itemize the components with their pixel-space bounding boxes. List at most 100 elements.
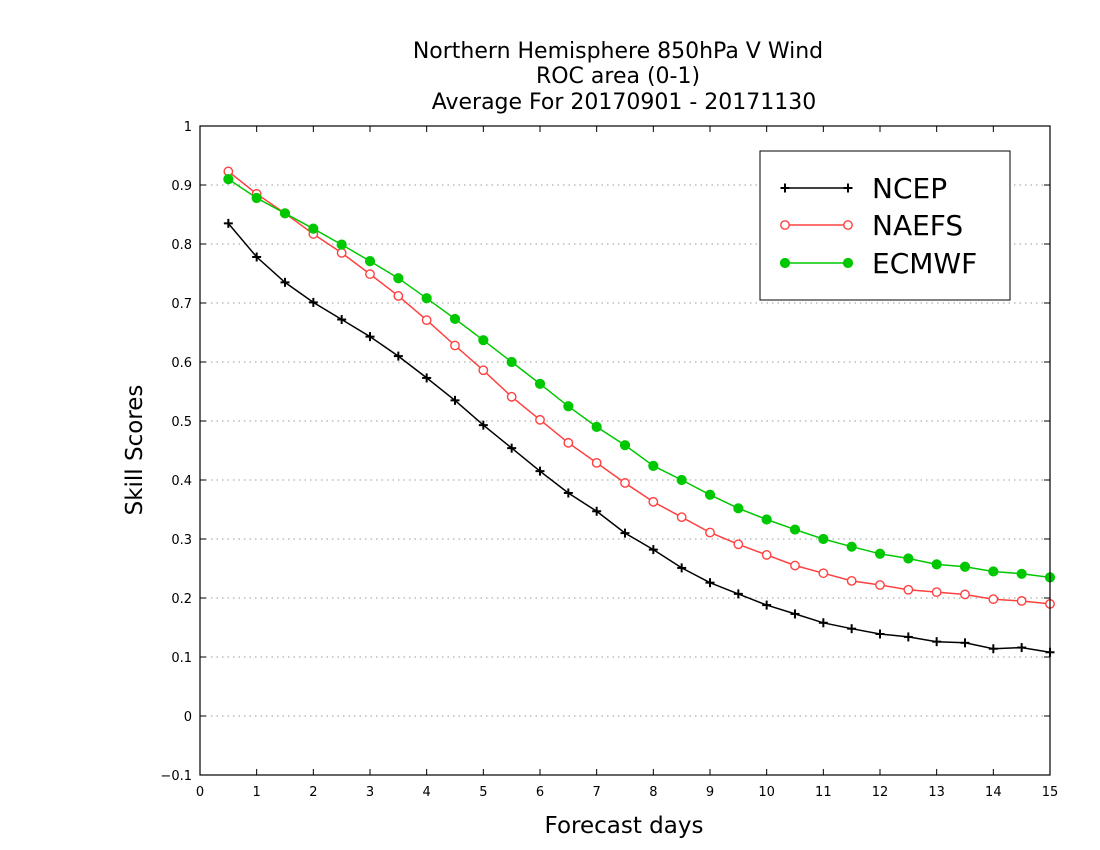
x-tick-label: 6 [536,785,544,800]
data-point-ncep [422,373,432,383]
x-tick-label: 10 [758,785,775,800]
x-tick-label: 1 [253,785,261,800]
data-point-ncep [280,277,290,287]
data-point-ecmwf [364,256,376,267]
data-point-ecmwf [223,174,234,185]
y-axis-label: Skill Scores [122,385,148,516]
data-point-ncep [535,466,545,476]
data-point-naefs [620,478,630,488]
data-point-ncep [592,506,602,516]
data-point-ncep [762,600,772,610]
data-point-ncep [563,488,573,498]
x-tick-label: 13 [928,785,945,800]
data-point-ncep [875,629,885,639]
data-point-naefs [591,457,602,468]
data-point-ncep [337,315,347,325]
data-point-naefs [365,269,375,279]
data-point-naefs [761,550,772,560]
legend-label: NCEP [872,172,947,205]
data-point-ecmwf [393,273,404,284]
title-line-1: Northern Hemisphere 850hPa V Wind [413,39,823,64]
data-point-ncep [223,218,233,228]
x-tick-label: 12 [872,785,889,800]
data-point-naefs [988,594,999,605]
data-point-naefs [705,527,715,538]
data-point-ecmwf [846,541,857,552]
title-line-2: ROC area (0-1) [536,64,700,89]
data-point-ecmwf [563,401,574,412]
data-point-ecmwf [251,192,262,204]
series-ecmwf [223,174,1056,583]
data-point-naefs [506,391,517,402]
x-tick-label: 9 [706,785,714,800]
data-point-ecmwf [676,474,687,486]
x-tick-label: 0 [196,785,204,800]
x-tick-label: 3 [366,785,374,800]
x-tick-label: 7 [593,785,601,800]
data-point-naefs [875,580,885,590]
series-layer [223,166,1056,657]
legend-entry-ecmwf: ECMWF [779,247,977,280]
data-point-ncep [393,351,403,361]
legend: NCEP NAEFS ECMWF [759,150,1011,301]
data-point-ncep [932,637,942,647]
legend-marker [780,183,790,193]
data-point-ncep [308,297,318,307]
data-point-ecmwf [619,440,631,451]
y-tick-label: 0.7 [171,297,192,312]
data-point-ecmwf [1016,568,1027,579]
data-point-naefs [790,560,800,571]
series-line-ncep [227,222,1051,654]
y-tick-label: 0.8 [171,238,192,253]
data-point-naefs [903,584,914,595]
chart-title: Northern Hemisphere 850hPa V Wind ROC ar… [413,39,823,115]
data-point-ncep [818,618,828,628]
y-axis-ticks: −0.1 0 0.1 0.2 0.3 0.4 0.5 0.6 0.7 0.8 0.9 1 [160,120,1050,784]
data-point-naefs [421,315,432,326]
y-tick-label: 0.4 [171,474,192,489]
data-point-ecmwf [789,524,801,535]
legend-marker [780,220,790,230]
data-point-ecmwf [336,239,347,250]
data-point-ncep [677,563,687,573]
data-point-ncep [847,624,857,634]
data-point-naefs [535,414,545,425]
y-tick-label: 0.5 [171,415,192,430]
data-point-ecmwf [534,378,546,389]
y-tick-label: 0.3 [171,533,192,548]
data-point-ecmwf [874,548,886,559]
legend-marker [843,220,853,230]
data-point-ecmwf [506,356,517,368]
data-point-ncep [705,578,715,588]
x-tick-label: 2 [309,785,317,800]
data-point-ecmwf [449,313,461,325]
data-point-naefs [478,365,489,376]
data-point-naefs [336,247,347,258]
data-point-ecmwf [478,335,489,346]
data-point-naefs [393,291,404,301]
data-point-ecmwf [591,421,602,432]
x-tick-label: 11 [815,785,832,800]
data-point-ncep [733,589,743,599]
plot-frame [199,125,1051,776]
y-tick-label: 0.9 [171,179,192,194]
y-tick-label: −0.1 [160,769,192,784]
y-tick-label: 1 [184,120,192,135]
data-point-ecmwf [648,460,659,471]
x-tick-label: 14 [985,785,1002,800]
y-tick-label: 0 [184,710,192,725]
data-point-ecmwf [733,503,744,514]
data-point-ecmwf [818,533,829,545]
data-point-ecmwf [308,223,319,234]
x-axis-ticks: 0 1 2 3 4 5 6 7 8 9 10 11 12 13 14 15 [196,126,1058,800]
data-point-naefs [733,539,744,550]
legend-marker [843,183,853,193]
legend-entry-naefs: NAEFS [780,209,963,242]
data-point-ecmwf [988,566,999,577]
data-point-ncep [507,443,517,453]
x-tick-label: 5 [479,785,487,800]
data-point-naefs [960,589,970,600]
title-line-3: Average For 20170901 - 20171130 [432,90,817,115]
legend-entry-ncep: NCEP [780,172,947,205]
